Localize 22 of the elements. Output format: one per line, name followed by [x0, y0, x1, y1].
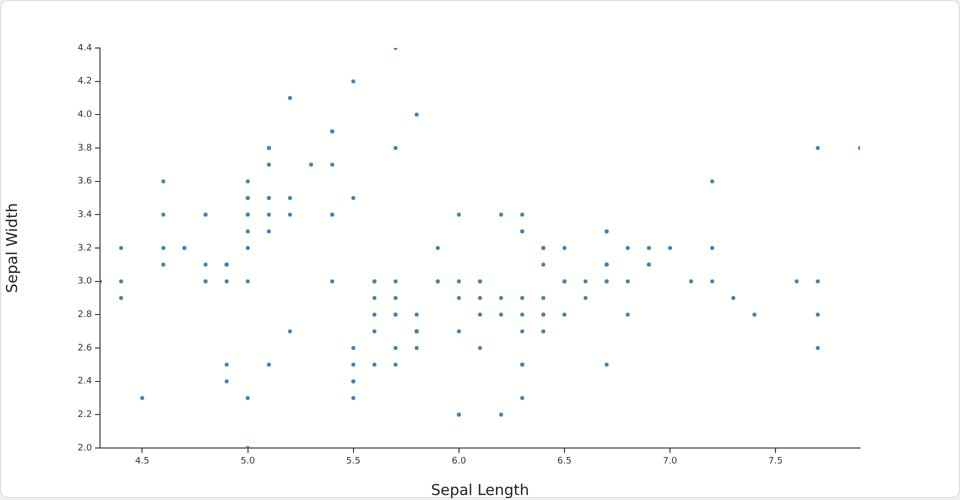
y-tick-label: 3.8	[78, 143, 92, 154]
x-axis-title: Sepal Length	[430, 480, 530, 499]
y-tick-label: 3.6	[78, 176, 92, 187]
y-tick-label: 3.4	[78, 210, 92, 220]
x-tick-label: 6.5	[557, 456, 572, 467]
y-tick-label: 2.6	[78, 343, 92, 354]
x-tick-label: 5.0	[240, 456, 256, 467]
x-tick-label: 5.5	[346, 456, 360, 467]
y-tick-label: 2.2	[78, 410, 92, 420]
x-tick-label: 6.0	[452, 456, 466, 467]
y-tick-label: 4.4	[78, 43, 92, 54]
y-tick-label: 4.0	[78, 110, 92, 120]
y-tick-label: 3.2	[78, 243, 92, 254]
y-axis-title: Sepal Width	[2, 203, 21, 293]
x-tick-label: 7.0	[662, 456, 678, 467]
y-tick-label: 3.0	[78, 276, 92, 287]
x-tick-label: 4.5	[135, 456, 150, 467]
y-tick-label: 2.0	[78, 443, 92, 454]
y-tick-label: 4.2	[78, 76, 92, 87]
x-tick-label: 7.5	[768, 456, 783, 467]
y-tick-label: 2.8	[78, 310, 92, 320]
y-tick-label: 2.4	[78, 376, 92, 387]
